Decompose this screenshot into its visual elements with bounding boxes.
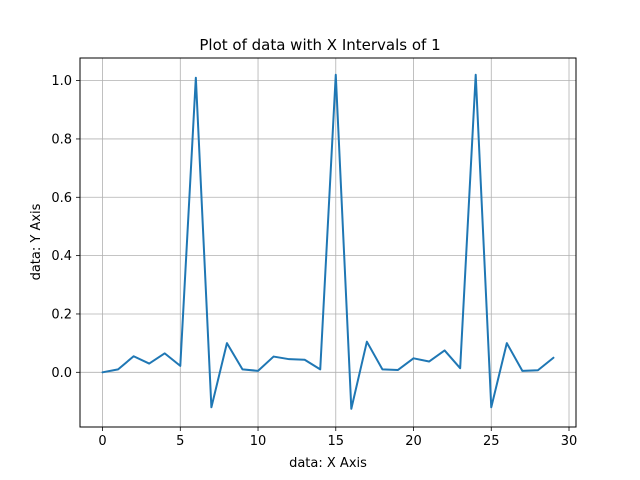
x-tick-label: 15 (328, 434, 345, 449)
series-line (101, 73, 555, 410)
y-axis-label: data: Y Axis (29, 203, 44, 280)
x-tick-label: 5 (176, 434, 184, 449)
x-tick-label: 10 (250, 434, 267, 449)
y-tick-label: 1.0 (51, 74, 72, 89)
plot-frame (79, 57, 577, 428)
series-group (101, 73, 555, 410)
x-tick-label: 30 (561, 434, 578, 449)
y-tick-label: 0.8 (51, 132, 72, 147)
x-tick-label: 20 (405, 434, 422, 449)
y-axis: 0.0 0.2 0.4 0.6 0.8 1.0 (51, 74, 80, 381)
y-tick-label: 0.0 (51, 366, 72, 381)
x-axis: 0 5 10 15 20 25 30 (98, 427, 577, 449)
chart-title: Plot of data with X Intervals of 1 (199, 36, 440, 54)
x-tick-label: 0 (98, 434, 106, 449)
x-axis-label: data: X Axis (289, 456, 367, 471)
y-tick-label: 0.4 (51, 249, 72, 264)
x-tick-label: 25 (483, 434, 500, 449)
y-tick-label: 0.2 (51, 307, 72, 322)
grid-lines (80, 58, 576, 427)
y-tick-label: 0.6 (51, 191, 72, 206)
